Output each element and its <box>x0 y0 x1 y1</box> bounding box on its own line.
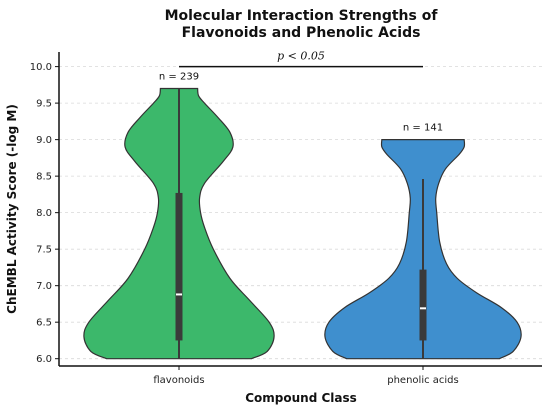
x-axis-label: Compound Class <box>245 391 357 405</box>
n-label: n = 239 <box>159 72 199 83</box>
y-tick-label: 7.0 <box>36 281 52 292</box>
x-ticks: flavonoids phenolic acids <box>153 366 459 386</box>
y-tick-label: 9.0 <box>36 135 52 146</box>
chart-title-line-1: Molecular Interaction Strengths of <box>165 8 439 24</box>
significance-label: p < 0.05 <box>277 50 325 63</box>
axes <box>58 52 542 367</box>
violins: n = 239 n = 141 <box>83 72 522 360</box>
n-label: n = 141 <box>403 123 443 134</box>
y-tick-label: 9.5 <box>36 99 52 110</box>
y-tick-label: 8.0 <box>36 208 52 219</box>
x-tick-label: flavonoids <box>153 375 204 386</box>
iqr-box <box>175 192 183 341</box>
y-ticks: 6.0 6.5 7.0 7.5 8.0 8.5 9.0 9.5 10.0 <box>30 62 59 365</box>
chart-title-line-2: Flavonoids and Phenolic Acids <box>182 25 421 41</box>
iqr-box <box>419 269 427 341</box>
median-marker <box>176 293 182 296</box>
x-tick-label: phenolic acids <box>387 375 459 386</box>
chart-title: Molecular Interaction Strengths of Flavo… <box>165 8 439 41</box>
y-tick-label: 6.0 <box>36 354 52 365</box>
y-tick-label: 8.5 <box>36 172 52 183</box>
y-tick-label: 7.5 <box>36 245 52 256</box>
y-axis-label: ChEMBL Activity Score (-log M) <box>5 104 19 314</box>
y-tick-label: 10.0 <box>30 62 52 73</box>
median-marker <box>420 307 426 310</box>
y-tick-label: 6.5 <box>36 318 52 329</box>
significance-annotation: p < 0.05 <box>179 50 423 68</box>
